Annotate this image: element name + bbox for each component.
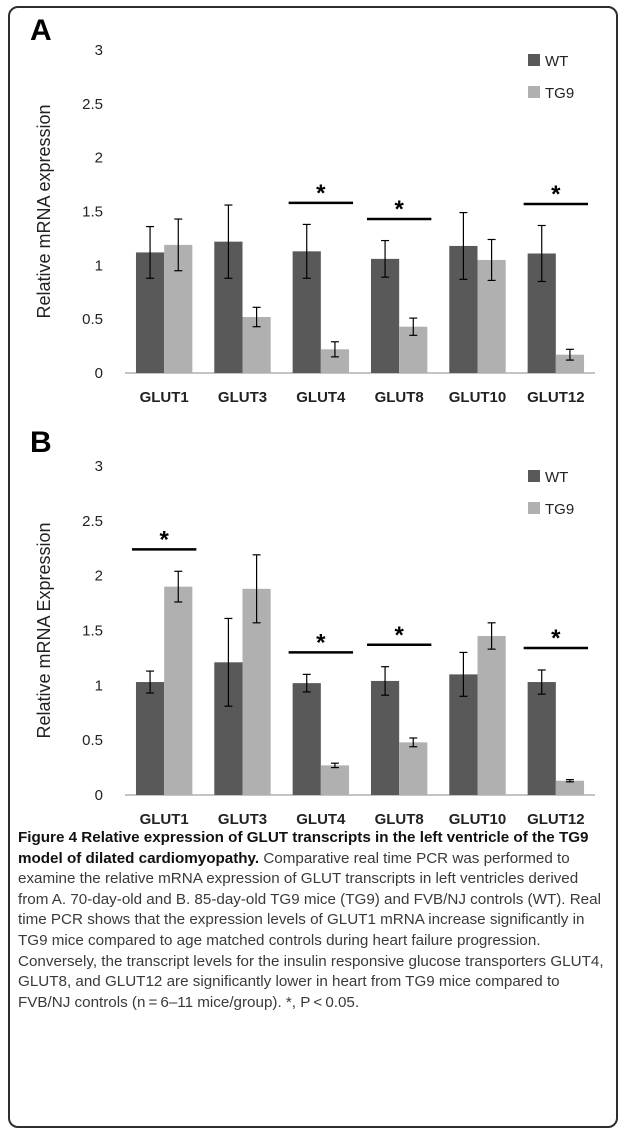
x-tick-label: GLUT4 [296,811,346,828]
panel-b-letter: B [30,426,52,459]
y-tick-label: 2.5 [82,513,103,530]
legend-label-tg9: TG9 [545,501,574,518]
caption-title: Figure 4 Relative expression of GLUT tra… [18,829,589,867]
significance-marker: * [551,181,561,208]
x-tick-label: GLUT10 [449,389,507,406]
significance-marker: * [394,196,404,223]
x-tick-label: GLUT4 [296,389,346,406]
bar-tg9 [555,780,585,795]
legend-swatch-wt [528,470,540,482]
bar-wt [135,682,165,795]
significance-marker: * [394,622,404,649]
y-tick-label: 0.5 [82,732,103,749]
bar-tg9 [320,765,350,795]
y-tick-label: 1 [95,677,103,694]
y-axis-label: Relative mRNA expression [34,104,54,318]
x-tick-label: GLUT10 [449,811,507,828]
y-tick-label: 2 [95,150,103,167]
bar-tg9 [164,586,193,795]
y-tick-label: 3 [95,42,103,59]
x-tick-label: GLUT3 [218,389,267,406]
bar-wt [370,680,400,795]
significance-marker: * [159,526,169,553]
panel-a-letter: A [30,14,52,47]
y-tick-label: 1 [95,257,103,274]
y-tick-label: 1.5 [82,204,103,221]
y-tick-label: 1.5 [82,623,103,640]
x-tick-label: GLUT8 [375,811,424,828]
figure-frame [8,6,618,1128]
caption-body: Comparative real time PCR was performed … [18,849,604,1011]
significance-marker: * [316,180,326,207]
x-tick-label: GLUT1 [140,811,189,828]
y-tick-label: 0 [95,787,103,804]
significance-marker: * [551,625,561,652]
bar-tg9 [399,742,428,795]
x-tick-label: GLUT12 [527,811,585,828]
y-axis-label: Relative mRNA Expression [34,522,54,738]
y-tick-label: 0.5 [82,311,103,328]
chart-panel-b: 0 0.5 1 1.5 2 2.5 3 Relative mRNA Expression GLU… [34,458,595,828]
x-tick-label: GLUT3 [218,811,267,828]
legend-swatch-wt [528,54,540,66]
significance-marker: * [316,629,326,656]
bar-tg9 [320,349,350,373]
legend-swatch-tg9 [528,86,540,98]
legend-label-wt: WT [545,469,568,486]
figure-caption: Figure 4 Relative expression of GLUT tra… [18,828,610,1013]
x-tick-label: GLUT8 [375,389,424,406]
bar-tg9 [477,635,506,795]
legend-label-tg9: TG9 [545,85,574,102]
x-tick-label: GLUT12 [527,389,585,406]
y-tick-label: 2 [95,568,103,585]
y-tick-label: 0 [95,365,103,382]
bar-wt [292,683,321,795]
bar-wt [370,258,400,373]
bar-wt [527,682,556,795]
chart-panel-a: 0 0.5 1 1.5 2 2.5 3 Relative mRNA expression GLU… [34,42,595,406]
y-tick-label: 3 [95,458,103,475]
legend-swatch-tg9 [528,502,540,514]
legend-label-wt: WT [545,53,568,70]
bar-tg9 [555,354,585,373]
x-tick-label: GLUT1 [140,389,189,406]
y-tick-label: 2.5 [82,96,103,113]
